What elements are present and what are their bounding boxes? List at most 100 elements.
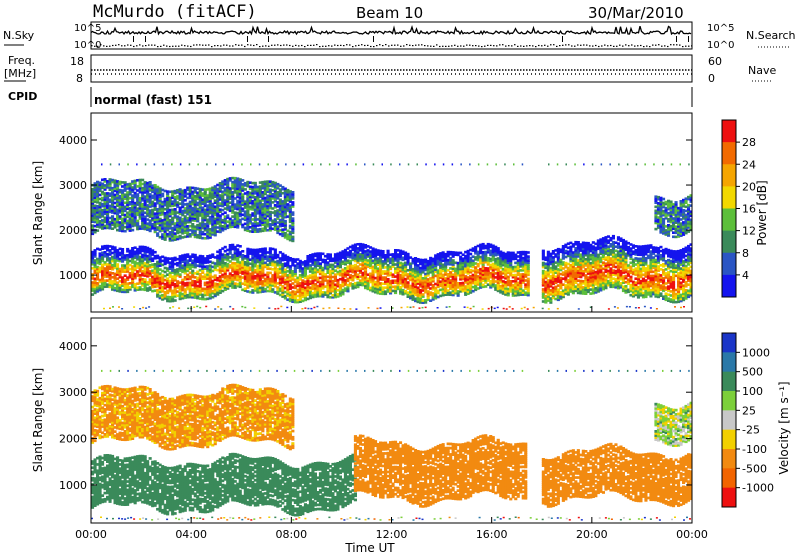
nsearch-dot: [319, 46, 321, 48]
heatmap-cell: [644, 279, 648, 282]
heatmap-cell: [677, 278, 681, 281]
heatmap-cell: [128, 273, 132, 277]
heatmap-cell: [273, 272, 277, 276]
nsearch-dot: [193, 44, 195, 46]
heatmap-cell: [196, 284, 200, 288]
heatmap-cell: [308, 274, 312, 277]
heatmap-cell: [291, 286, 295, 289]
heatmap-cell: [682, 298, 686, 302]
heatmap-cell: [476, 244, 480, 248]
heatmap-cell: [621, 242, 625, 246]
heatmap-cell: [431, 271, 435, 275]
heatmap-cell: [549, 252, 553, 256]
heatmap-cell: [611, 271, 615, 274]
heatmap-cell: [561, 257, 565, 260]
heatmap-cell: [651, 280, 655, 284]
heatmap-cell: [281, 256, 285, 260]
heatmap-cell: [103, 188, 107, 191]
heatmap-cell: [439, 268, 443, 271]
heatmap-cell: [569, 280, 573, 283]
heatmap-cell: [541, 292, 545, 295]
nsearch-trace: [91, 36, 693, 48]
heatmap-cell: [374, 282, 378, 286]
heatmap-cell: [662, 265, 666, 268]
heatmap-cell: [258, 272, 262, 275]
heatmap-cell: [431, 263, 435, 267]
heatmap-cell: [316, 276, 320, 280]
heatmap-cell: [91, 285, 95, 288]
heatmap-cell: [606, 283, 610, 287]
heatmap-cell: [449, 256, 453, 260]
heatmap-cell: [484, 269, 488, 272]
heatmap-cell: [123, 254, 127, 257]
heatmap-cell: [619, 284, 623, 287]
heatmap-cell: [221, 257, 225, 260]
heatmap-cell: [451, 289, 455, 293]
heatmap-cell: [619, 273, 623, 277]
heatmap-cell: [308, 290, 312, 294]
heatmap-cell: [131, 283, 135, 287]
heatmap-cell: [218, 279, 222, 282]
heatmap-cell: [504, 266, 508, 270]
heatmap-cell: [584, 276, 588, 279]
heatmap-cell: [494, 268, 498, 271]
heatmap-cell: [261, 272, 265, 275]
heatmap-cell: [131, 186, 135, 189]
heatmap-cell: [474, 276, 478, 279]
heatmap-cell: [283, 270, 287, 274]
heatmap-cell: [451, 261, 455, 264]
heatmap-cell: [464, 262, 468, 266]
heatmap-cell: [251, 272, 255, 276]
heatmap-cell: [479, 249, 483, 253]
heatmap-cell: [223, 280, 227, 283]
heatmap-cell: [181, 258, 185, 261]
heatmap-cell: [351, 278, 355, 282]
heatmap-cell: [559, 266, 563, 270]
heatmap-cell: [514, 273, 518, 277]
heatmap-cell: [424, 268, 428, 272]
heatmap-cell: [364, 252, 368, 255]
heatmap-cell: [188, 287, 192, 291]
nsearch-dot: [235, 44, 237, 46]
heatmap-cell: [554, 255, 558, 258]
heatmap-cell: [336, 284, 340, 288]
heatmap-cell: [687, 261, 691, 264]
heatmap-cell: [271, 276, 275, 279]
heatmap-cell: [401, 274, 405, 278]
heatmap-cell: [554, 265, 558, 268]
heatmap-cell: [561, 245, 565, 248]
heatmap-cell: [629, 253, 633, 256]
heatmap-cell: [311, 283, 315, 287]
heatmap-cell: [113, 252, 117, 255]
heatmap-cell: [251, 268, 255, 272]
heatmap-cell: [519, 279, 523, 282]
heatmap-cell: [494, 251, 498, 255]
heatmap-cell: [371, 287, 375, 291]
heatmap-cell: [313, 258, 317, 262]
heatmap-cell: [116, 249, 120, 252]
heatmap-cell: [609, 273, 613, 276]
heatmap-cell: [313, 272, 317, 276]
heatmap-cell: [569, 257, 573, 261]
heatmap-cell: [601, 249, 605, 252]
heatmap-cell: [106, 202, 110, 205]
heatmap-cell: [146, 248, 150, 252]
heatmap-cell: [93, 198, 97, 201]
heatmap-cell: [401, 280, 405, 284]
heatmap-cell: [326, 257, 330, 260]
heatmap-cell: [133, 276, 137, 280]
heatmap-cell: [504, 262, 508, 266]
heatmap-cell: [489, 249, 493, 253]
heatmap-cell: [93, 269, 97, 272]
heatmap-cell: [672, 282, 676, 286]
heatmap-cell: [589, 266, 593, 269]
nsearch-dot: [121, 45, 123, 47]
heatmap-cell: [471, 277, 475, 281]
heatmap-cell: [336, 280, 340, 284]
heatmap-cell: [233, 249, 237, 253]
heatmap-cell: [431, 261, 435, 265]
heatmap-cell: [108, 275, 112, 279]
heatmap-cell: [599, 282, 603, 286]
nsearch-dot: [241, 44, 243, 46]
heatmap-cell: [278, 293, 282, 297]
